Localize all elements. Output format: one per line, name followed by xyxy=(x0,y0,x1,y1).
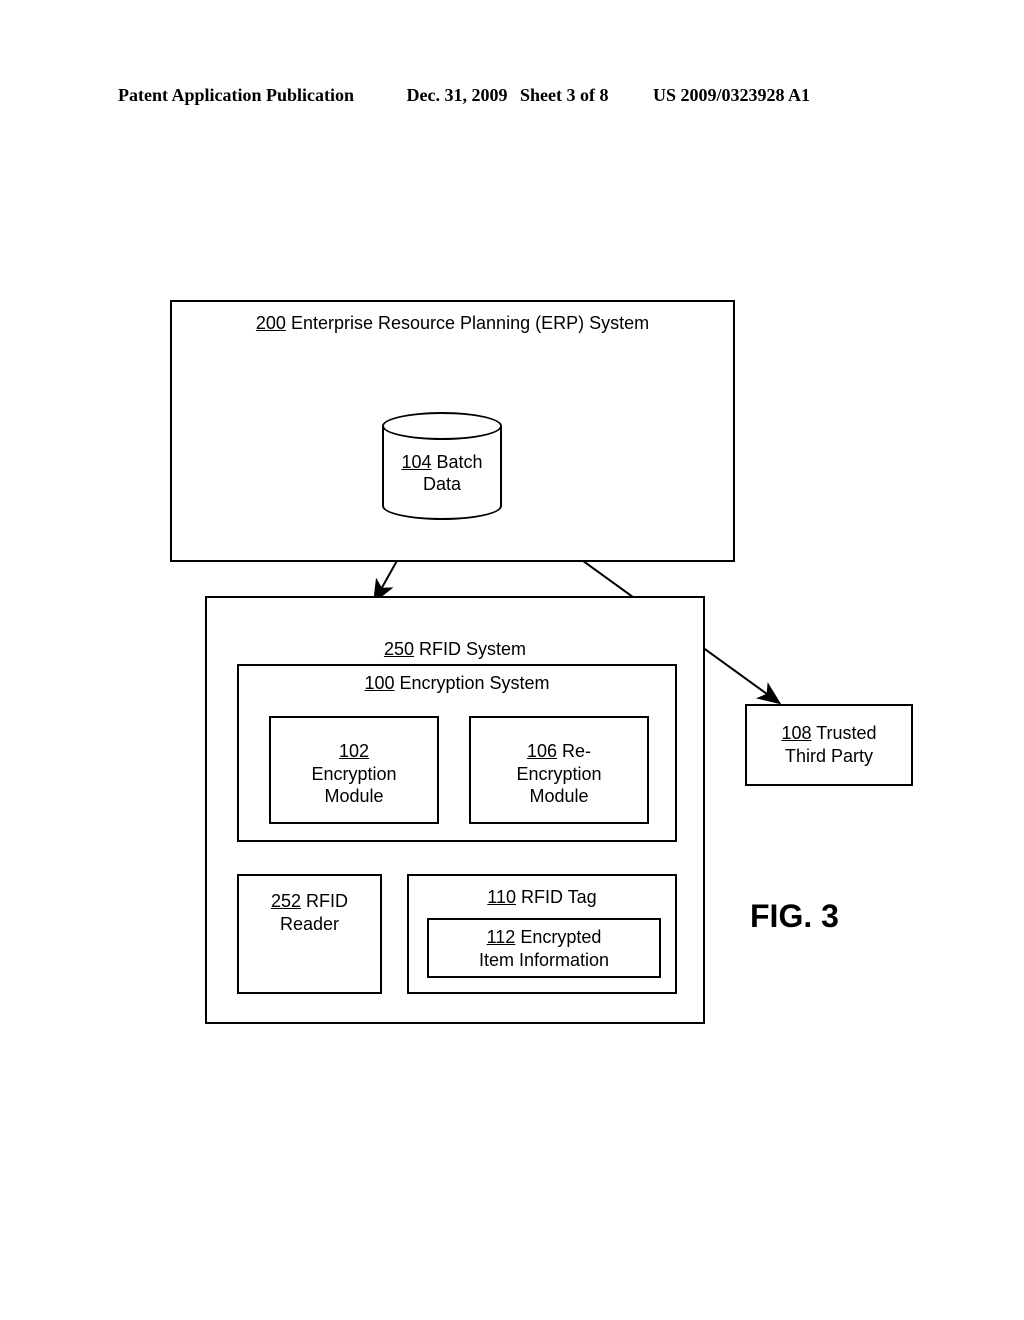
enc-sys-label: Encryption System xyxy=(400,673,550,693)
enc-info-num: 112 xyxy=(487,927,516,947)
erp-title: 200 Enterprise Resource Planning (ERP) S… xyxy=(172,312,733,335)
batch-data-label: 104 Batch Data xyxy=(382,452,502,495)
reencryption-module-label: 106 Re- EncryptionModule xyxy=(471,740,647,808)
encryption-module-label: 102 EncryptionModule xyxy=(271,740,437,808)
erp-num: 200 xyxy=(256,313,286,333)
encrypted-info-label: 112 Encrypted Item Information xyxy=(429,926,659,971)
reader-word: Reader xyxy=(280,914,339,934)
trusted-third-party-label: 108 Trusted Third Party xyxy=(747,722,911,767)
header-date: Dec. 31, 2009 xyxy=(407,85,508,106)
rfid-system-box: 250 RFID System 100 Encryption System 10… xyxy=(205,596,705,1024)
tag-num: 110 xyxy=(487,887,516,907)
enc-mod-text: EncryptionModule xyxy=(311,764,396,807)
enc-sys-num: 100 xyxy=(364,673,394,693)
cylinder-bottom xyxy=(382,492,502,520)
batch-word: Batch xyxy=(437,452,483,472)
enc-mod-num: 102 xyxy=(339,741,369,761)
erp-label: Enterprise Resource Planning (ERP) Syste… xyxy=(291,313,649,333)
ttp-num: 108 xyxy=(781,723,811,743)
reencryption-module-box: 106 Re- EncryptionModule xyxy=(469,716,649,824)
encryption-module-box: 102 EncryptionModule xyxy=(269,716,439,824)
rfid-reader-box: 252 RFID Reader xyxy=(237,874,382,994)
reenc-re: Re- xyxy=(562,741,591,761)
trusted-third-party-box: 108 Trusted Third Party xyxy=(745,704,913,786)
cylinder-top xyxy=(382,412,502,440)
reader-rfid: RFID xyxy=(306,891,348,911)
figure-label: FIG. 3 xyxy=(750,898,839,935)
batch-num: 104 xyxy=(401,452,431,472)
ttp-word2: Third Party xyxy=(785,746,873,766)
ttp-word1: Trusted xyxy=(816,723,876,743)
enc-info-word2: Item Information xyxy=(479,950,609,970)
reenc-mod-num: 106 xyxy=(527,741,557,761)
batch-data-cylinder: 104 Batch Data xyxy=(382,412,502,520)
rfid-reader-label: 252 RFID Reader xyxy=(239,890,380,935)
page-header: Patent Application Publication Dec. 31, … xyxy=(0,85,1024,106)
header-publication: Patent Application Publication xyxy=(118,85,354,106)
encrypted-info-box: 112 Encrypted Item Information xyxy=(427,918,661,978)
header-sheet: Sheet 3 of 8 xyxy=(520,85,609,106)
erp-system-box: 200 Enterprise Resource Planning (ERP) S… xyxy=(170,300,735,562)
reenc-text: EncryptionModule xyxy=(516,764,601,807)
reader-num: 252 xyxy=(271,891,301,911)
rfid-num: 250 xyxy=(384,639,414,659)
header-pubnum: US 2009/0323928 A1 xyxy=(653,85,810,106)
enc-info-word1: Encrypted xyxy=(520,927,601,947)
rfid-label: RFID System xyxy=(419,639,526,659)
tag-label: RFID Tag xyxy=(521,887,597,907)
encryption-system-box: 100 Encryption System 102 EncryptionModu… xyxy=(237,664,677,842)
rfid-tag-title: 110 RFID Tag xyxy=(409,886,675,909)
rfid-title: 250 RFID System xyxy=(207,638,703,661)
diagram-container: 200 Enterprise Resource Planning (ERP) S… xyxy=(170,300,900,1030)
encryption-system-title: 100 Encryption System xyxy=(239,672,675,695)
rfid-tag-box: 110 RFID Tag 112 Encrypted Item Informat… xyxy=(407,874,677,994)
batch-data-word: Data xyxy=(423,474,461,494)
